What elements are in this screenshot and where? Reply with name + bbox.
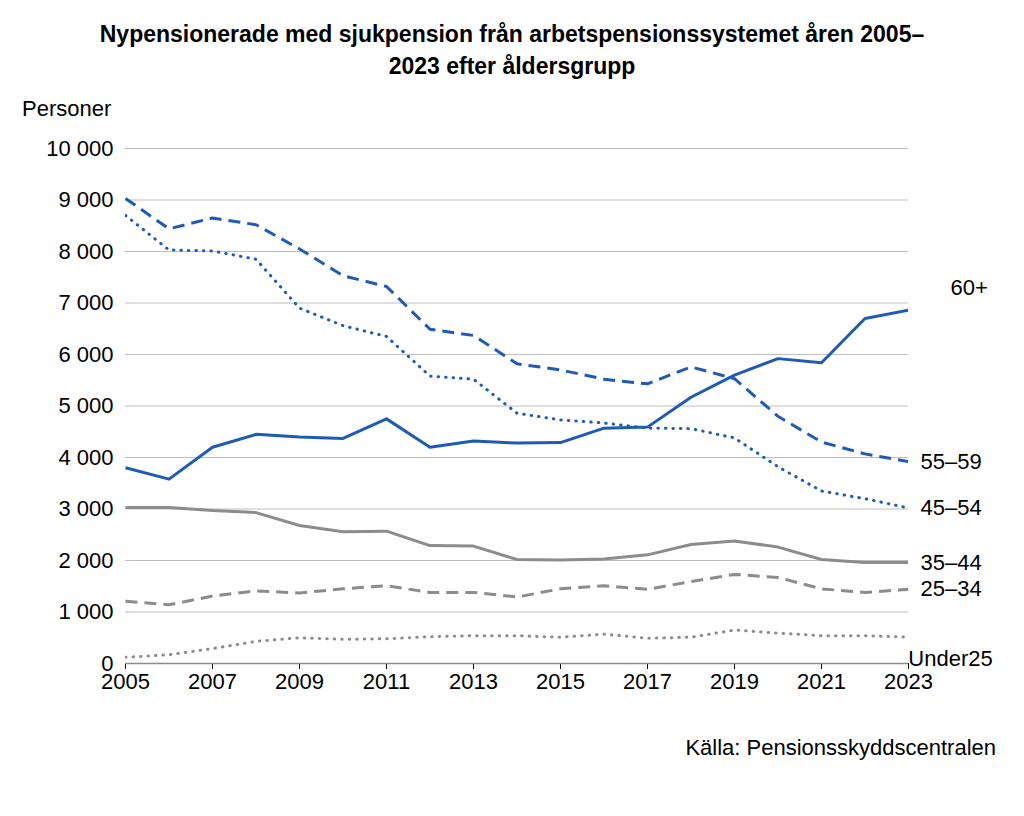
svg-text:1 000: 1 000 (58, 599, 113, 624)
svg-text:2021: 2021 (797, 669, 846, 694)
svg-text:25–34: 25–34 (921, 576, 982, 601)
svg-text:9 000: 9 000 (58, 187, 113, 212)
html-text:Nypensionerade med sjukpension: Nypensionerade med sjukpension från arbe… (99, 21, 925, 79)
svg-text:60+: 60+ (951, 275, 988, 300)
svg-text:6 000: 6 000 (58, 342, 113, 367)
svg-text:2015: 2015 (536, 669, 585, 694)
svg-text:8 000: 8 000 (58, 239, 113, 264)
svg-text:55–59: 55–59 (921, 449, 982, 474)
svg-text:2017: 2017 (623, 669, 672, 694)
svg-text:7 000: 7 000 (58, 290, 113, 315)
svg-text:10 000: 10 000 (46, 136, 113, 161)
svg-text:2019: 2019 (710, 669, 759, 694)
svg-text:3 000: 3 000 (58, 496, 113, 521)
svg-text:2007: 2007 (188, 669, 237, 694)
svg-text:Under25: Under25 (908, 646, 992, 671)
svg-text:2011: 2011 (363, 669, 410, 694)
svg-text:0: 0 (101, 650, 114, 676)
svg-text:5 000: 5 000 (58, 393, 113, 418)
svg-text:35–44: 35–44 (921, 550, 982, 575)
svg-text:2013: 2013 (449, 669, 498, 694)
html-text:Personer: Personer (22, 96, 112, 121)
svg-text:2 000: 2 000 (58, 548, 113, 573)
html-text:Källa: Pensionsskyddscentralen: Källa: Pensionsskyddscentralen (685, 735, 996, 760)
svg-text:2009: 2009 (275, 669, 324, 694)
svg-text:2023: 2023 (884, 669, 933, 694)
svg-text:4 000: 4 000 (58, 445, 113, 470)
svg-text:2005: 2005 (101, 669, 150, 694)
svg-text:45–54: 45–54 (921, 495, 982, 520)
